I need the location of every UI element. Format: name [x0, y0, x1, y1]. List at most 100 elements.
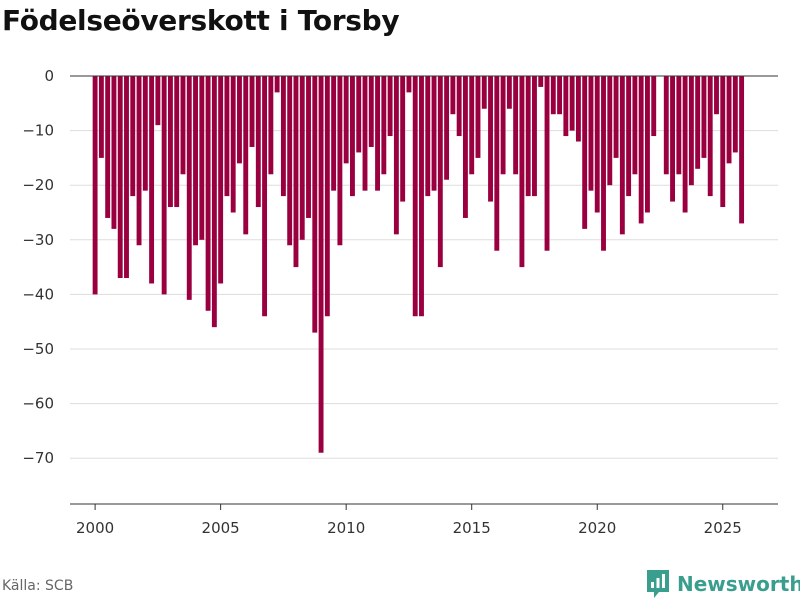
bar	[230, 76, 236, 213]
bar	[419, 76, 424, 317]
bar	[262, 76, 268, 317]
brand-logo[interactable]: Newsworthy	[645, 568, 800, 600]
bar	[601, 76, 606, 251]
bar	[563, 76, 569, 137]
y-tick-label: −10	[22, 122, 54, 140]
bar	[513, 76, 519, 175]
bars	[92, 76, 745, 453]
bar	[726, 76, 732, 164]
x-tick-label: 2010	[327, 519, 365, 537]
bar	[714, 76, 719, 115]
bar	[431, 76, 437, 191]
bar	[462, 76, 468, 218]
y-tick-label: −70	[22, 449, 54, 467]
bar	[111, 76, 117, 229]
bar	[651, 76, 657, 137]
bar	[393, 76, 399, 235]
x-tick-label: 2020	[578, 519, 616, 537]
bar	[450, 76, 456, 115]
x-tick-label: 2005	[202, 519, 240, 537]
bar	[117, 76, 123, 279]
bar	[481, 76, 487, 109]
bar	[299, 76, 305, 240]
bar	[739, 76, 745, 224]
bar	[180, 76, 186, 175]
bar	[312, 76, 318, 333]
bar	[205, 76, 211, 311]
bar	[324, 76, 330, 317]
bar	[167, 76, 173, 208]
bar	[469, 76, 475, 175]
bar	[343, 76, 349, 164]
y-tick-label: −50	[22, 340, 54, 358]
bar	[425, 76, 431, 197]
bar	[98, 76, 104, 158]
x-tick-label: 2000	[76, 519, 114, 537]
bar	[174, 76, 180, 208]
bar	[456, 76, 462, 137]
bar	[525, 76, 531, 197]
bar	[638, 76, 644, 224]
x-tick-label: 2025	[704, 519, 742, 537]
bar	[124, 76, 129, 279]
bar	[211, 76, 217, 328]
bar	[488, 76, 493, 202]
bar	[720, 76, 726, 208]
bar	[437, 76, 443, 268]
bar	[632, 76, 638, 175]
bar	[142, 76, 148, 191]
bar	[381, 76, 387, 175]
brand-name: Newsworthy	[677, 572, 800, 596]
y-tick-label: −40	[22, 285, 54, 303]
bar	[557, 76, 563, 115]
newsworthy-icon	[647, 570, 669, 598]
bar	[130, 76, 136, 197]
bar	[224, 76, 230, 197]
bar	[255, 76, 261, 208]
bar	[607, 76, 613, 186]
bar	[293, 76, 299, 268]
bar	[412, 76, 418, 317]
bar	[519, 76, 525, 268]
bar	[500, 76, 506, 175]
chart-title: Födelseöverskott i Torsby	[2, 4, 400, 37]
bar	[569, 76, 575, 131]
bar	[494, 76, 500, 251]
bar	[732, 76, 738, 153]
bar	[701, 76, 707, 158]
bar	[274, 76, 280, 93]
bar	[444, 76, 450, 180]
bar	[538, 76, 544, 87]
bar	[186, 76, 192, 300]
bar	[594, 76, 600, 213]
bar	[92, 76, 98, 295]
bar	[287, 76, 293, 246]
bar	[682, 76, 688, 213]
bar	[707, 76, 713, 197]
bar	[155, 76, 161, 126]
bar	[588, 76, 594, 191]
source-label: Källa: SCB	[2, 578, 74, 594]
y-tick-label: −30	[22, 231, 54, 249]
bar	[619, 76, 625, 235]
bar	[243, 76, 249, 235]
bar	[644, 76, 650, 213]
bar	[582, 76, 588, 229]
bar	[626, 76, 632, 197]
bar	[136, 76, 142, 246]
bar	[362, 76, 368, 191]
bar	[544, 76, 550, 251]
bar	[575, 76, 581, 142]
bar	[406, 76, 412, 93]
bar	[688, 76, 694, 186]
bar	[375, 76, 381, 191]
bar	[670, 76, 676, 202]
bar	[249, 76, 255, 147]
bar	[337, 76, 343, 246]
bar	[475, 76, 481, 158]
bar	[532, 76, 537, 197]
axes: 0 −10 −20 −30 −40 −50 −60 −70 2000 2005 2010 2015 20…	[22, 67, 778, 537]
bar	[400, 76, 406, 202]
bar	[237, 76, 242, 164]
bar	[105, 76, 111, 218]
